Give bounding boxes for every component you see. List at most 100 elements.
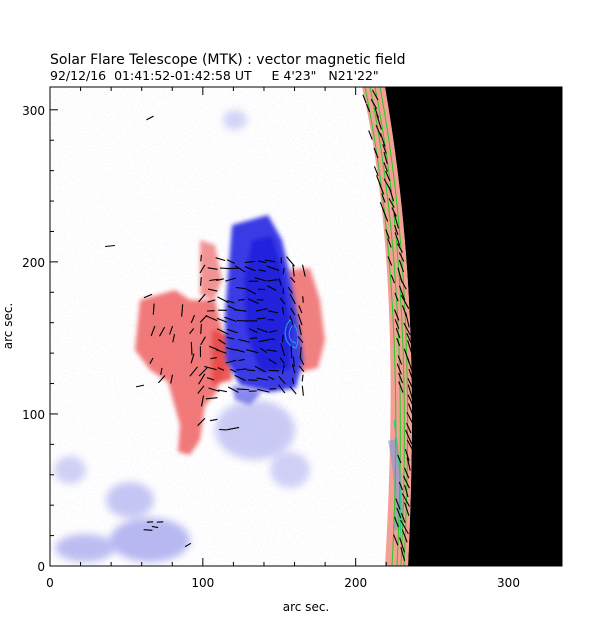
vector-dash — [267, 279, 278, 282]
vector-dash — [396, 363, 402, 375]
vector-dash — [398, 372, 404, 384]
vector-dash — [266, 265, 279, 271]
vector-dash — [375, 175, 381, 185]
vector-dash — [267, 310, 279, 314]
vector-dash — [406, 457, 411, 471]
vector-dash — [246, 349, 259, 354]
vector-dash — [256, 388, 270, 393]
vector-dash — [382, 144, 387, 154]
vector-dash — [215, 349, 227, 354]
vector-dash — [200, 395, 205, 407]
vector-dash — [406, 422, 412, 434]
vector-dash — [394, 292, 399, 302]
vector-dash — [298, 324, 302, 336]
vector-dash — [289, 276, 296, 283]
y-tick-label: 300 — [22, 104, 45, 118]
vector-dash — [287, 286, 293, 294]
vector-dash — [200, 254, 202, 262]
vector-dash — [398, 252, 405, 262]
vector-dash — [298, 365, 305, 372]
vector-dash — [407, 394, 415, 408]
vector-dash — [396, 243, 403, 253]
vector-dash — [267, 376, 275, 381]
vector-dash — [390, 274, 396, 284]
figure-title: Solar Flare Telescope (MTK) : vector mag… — [50, 52, 406, 68]
vector-dash — [406, 411, 415, 427]
vector-dash — [258, 260, 267, 264]
vector-dash — [289, 315, 294, 326]
vector-dash — [157, 375, 166, 384]
vector-dash — [204, 365, 217, 371]
vector-dash — [302, 296, 304, 303]
vector-dash — [406, 332, 412, 344]
vector-dash — [297, 336, 304, 344]
vector-dash — [400, 278, 407, 290]
vector-dash — [206, 315, 218, 322]
vector-dash — [226, 426, 240, 431]
limb-fringe — [362, 87, 412, 566]
vector-dash — [278, 277, 282, 286]
vector-dash — [301, 385, 304, 396]
vector-dash — [362, 94, 367, 104]
vector-dash — [376, 114, 382, 130]
vector-dash — [394, 224, 399, 236]
vector-dash — [298, 305, 303, 314]
vector-dash — [205, 397, 218, 400]
vector-dash — [400, 519, 409, 535]
vector-dash — [207, 299, 216, 303]
vector-dash — [135, 384, 145, 388]
vector-dash — [160, 367, 163, 375]
vector-dash — [258, 339, 269, 343]
vector-dash — [268, 369, 280, 372]
vector-dash — [197, 417, 206, 427]
vector-dash — [400, 547, 406, 561]
vector-dash — [404, 484, 409, 498]
vector-dash — [198, 293, 206, 303]
figure-subtitle: 92/12/16 01:41:52-01:42:58 UT E 4'23" N2… — [50, 68, 379, 83]
vector-dash — [151, 525, 159, 529]
vector-dash — [278, 384, 286, 394]
vector-dash — [398, 259, 405, 273]
vector-dash — [200, 336, 206, 346]
vector-dash — [199, 314, 208, 323]
vector-dash — [373, 147, 379, 159]
vector-dash — [375, 124, 382, 138]
y-tick-label: 100 — [22, 408, 45, 422]
axis-ticks — [49, 87, 562, 567]
vector-dash — [395, 498, 401, 510]
vector-dash — [229, 368, 237, 373]
vector-dash — [189, 366, 198, 377]
vector-dash — [396, 337, 401, 347]
vector-dash — [379, 202, 385, 212]
vector-dash — [227, 300, 235, 304]
network-negative-patches — [54, 110, 310, 562]
vector-dash — [238, 358, 245, 362]
vector-dash — [292, 264, 295, 277]
vector-dash — [281, 364, 285, 375]
vector-dash — [217, 367, 225, 371]
vector-dash — [299, 346, 302, 357]
vector-dash — [200, 323, 202, 334]
vector-dash — [402, 475, 410, 489]
vector-dash — [248, 298, 259, 305]
vector-dash — [406, 439, 415, 453]
vector-dash — [391, 207, 397, 217]
vector-dash — [407, 340, 413, 354]
vector-dash — [398, 285, 406, 301]
vector-dash — [381, 193, 386, 203]
vector-dash — [264, 259, 276, 263]
transverse-field-vectors — [105, 89, 415, 561]
vector-dash — [374, 107, 380, 119]
positive-polarity-regions — [135, 240, 325, 455]
y-tick-label: 200 — [22, 256, 45, 270]
vector-dash — [190, 342, 193, 356]
vector-dash — [244, 260, 256, 264]
vector-dash — [398, 481, 403, 491]
vector-dash — [291, 364, 296, 374]
vector-dash — [198, 366, 209, 377]
vector-dash — [236, 368, 247, 371]
vector-dash — [279, 297, 286, 305]
plot-frame — [49, 86, 563, 567]
vector-dash — [393, 213, 400, 229]
